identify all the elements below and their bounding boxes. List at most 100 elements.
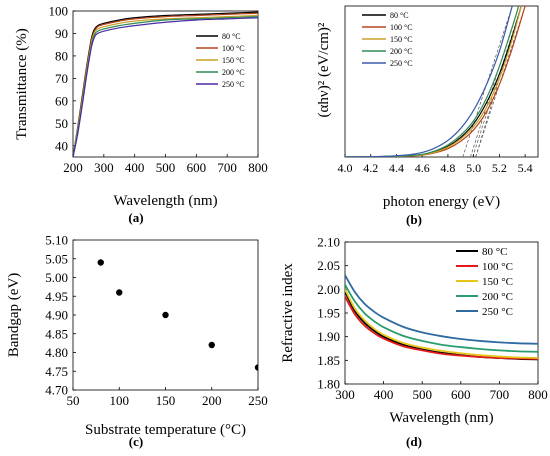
legend-label: 200 °C	[482, 291, 513, 303]
y-tick-label: 100	[49, 4, 69, 19]
x-axis-title: photon energy (eV)	[383, 194, 500, 210]
legend-label: 100 °C	[482, 261, 513, 273]
y-tick-label: 70	[55, 71, 68, 86]
x-tick-label: 700	[217, 160, 237, 175]
plot-area	[97, 259, 258, 371]
legend-label: 200 °C	[222, 68, 245, 77]
series-line-2	[345, 288, 538, 359]
series-line-4	[73, 17, 258, 157]
x-tick-label: 4.0	[338, 161, 353, 175]
x-tick-label: 100	[110, 393, 130, 408]
chart-panel-b: 4.0 4.2 4.4 4.6 4.8 5.0 5.2 5.4 photon energy (e…	[316, 5, 539, 210]
legend-label: 250 °C	[482, 306, 513, 318]
x-tick-label: 4.2	[363, 161, 378, 175]
data-point	[116, 289, 123, 296]
y-axis-title: (αhν)² (eV/cm)²	[316, 22, 332, 117]
y-tick-label: 4.85	[45, 326, 68, 341]
legend-label: 80 °C	[222, 32, 241, 41]
x-tick-label: 4.6	[415, 161, 430, 175]
y-tick-label: 1.80	[317, 377, 340, 392]
y-tick-label: 2.10	[317, 235, 340, 250]
x-tick-label: 500	[156, 160, 176, 175]
tangent-line	[475, 6, 526, 157]
legend-label: 80 °C	[482, 246, 508, 258]
series-line-3	[345, 6, 520, 157]
legend-label: 100 °C	[222, 44, 245, 53]
chart-panel-a: 200 300 400 500 600 700 800 40 50 60 70 80 90 100 Wave…	[14, 4, 268, 210]
chart-panel-d: 300 400 500 600 700 800 1.80 1.85 1.90 1.95 2.00 2.…	[280, 235, 548, 427]
y-tick-label: 40	[55, 138, 68, 153]
y-tick-label: 4.70	[45, 383, 68, 398]
plot-area	[73, 11, 258, 157]
legend-label: 150 °C	[390, 35, 413, 44]
x-axis-title: Substrate temperature (°C)	[85, 422, 246, 438]
panel-d-letter: (d)	[406, 434, 422, 449]
legend: 80 °C 100 °C 150 °C 200 °C 250 °C	[456, 246, 513, 318]
x-tick-label: 600	[451, 387, 471, 402]
panel-a-letter: (a)	[128, 210, 143, 225]
x-tick-label: 4.8	[440, 161, 455, 175]
x-tick-label: 700	[490, 387, 510, 402]
x-tick-label: 4.4	[389, 161, 404, 175]
series-line-4	[345, 274, 538, 345]
tangent-line	[472, 6, 522, 157]
legend-label: 250 °C	[222, 80, 245, 89]
data-point	[97, 259, 104, 266]
y-axis-title: Refractive index	[280, 263, 296, 363]
legend-label: 150 °C	[222, 56, 245, 65]
x-tick-label: 300	[335, 387, 355, 402]
y-tick-label: 4.75	[45, 364, 68, 379]
y-tick-label: 80	[55, 48, 68, 63]
panel-b-letter: (b)	[406, 212, 422, 227]
data-point	[254, 364, 258, 371]
legend-label: 250 °C	[390, 59, 413, 68]
plot-frame	[344, 5, 539, 158]
y-tick-label: 4.80	[45, 345, 68, 360]
legend-label: 100 °C	[390, 23, 413, 32]
series-line-3	[345, 284, 538, 353]
legend-label: 80 °C	[390, 11, 409, 20]
x-tick-label: 500	[412, 387, 432, 402]
y-tick-label: 1.95	[317, 306, 340, 321]
y-tick-label: 1.90	[317, 329, 340, 344]
panel-c-letter: (c)	[129, 434, 143, 449]
legend-label: 150 °C	[482, 276, 513, 288]
x-tick-label: 50	[67, 393, 80, 408]
x-tick-label: 600	[187, 160, 207, 175]
x-tick-label: 800	[528, 387, 548, 402]
legend: 80 °C 100 °C 150 °C 200 °C 250 °C	[362, 11, 413, 68]
x-tick-label: 200	[202, 393, 222, 408]
y-axis-title: Transmittance (%)	[14, 28, 30, 140]
data-point	[162, 311, 169, 319]
x-tick-label: 250	[248, 393, 268, 408]
x-axis-title: Wavelength (nm)	[113, 193, 217, 209]
x-tick-label: 200	[63, 160, 83, 175]
chart-panel-c: 50 100 150 200 250 4.70 4.75 4.80 4.85 4.90 4.95 5.…	[6, 233, 268, 439]
y-tick-label: 50	[55, 116, 68, 131]
x-tick-label: 5.2	[492, 161, 507, 175]
y-tick-label: 4.90	[45, 308, 68, 323]
x-tick-label: 5.0	[466, 161, 481, 175]
y-axis-title: Bandgap (eV)	[6, 273, 22, 358]
y-tick-label: 5.00	[45, 270, 68, 285]
legend: 80 °C 100 °C 150 °C 200 °C 250 °C	[196, 32, 245, 89]
y-tick-label: 2.05	[317, 258, 340, 273]
y-tick-label: 60	[55, 93, 68, 108]
x-tick-label: 800	[248, 160, 268, 175]
x-tick-label: 300	[94, 160, 114, 175]
series-line-0	[345, 6, 522, 157]
y-tick-label: 4.95	[45, 289, 68, 304]
legend-label: 200 °C	[390, 47, 413, 56]
x-tick-label: 400	[125, 160, 145, 175]
x-tick-label: 400	[374, 387, 394, 402]
plot-area	[345, 274, 538, 361]
series-line-1	[345, 295, 538, 360]
y-tick-label: 2.00	[317, 282, 340, 297]
y-tick-label: 90	[55, 26, 68, 41]
x-axis-title: Wavelength (nm)	[389, 410, 493, 426]
y-tick-label: 1.85	[317, 353, 340, 368]
y-tick-label: 5.05	[45, 251, 68, 266]
y-tick-label: 5.10	[45, 233, 68, 248]
data-point	[208, 341, 215, 349]
